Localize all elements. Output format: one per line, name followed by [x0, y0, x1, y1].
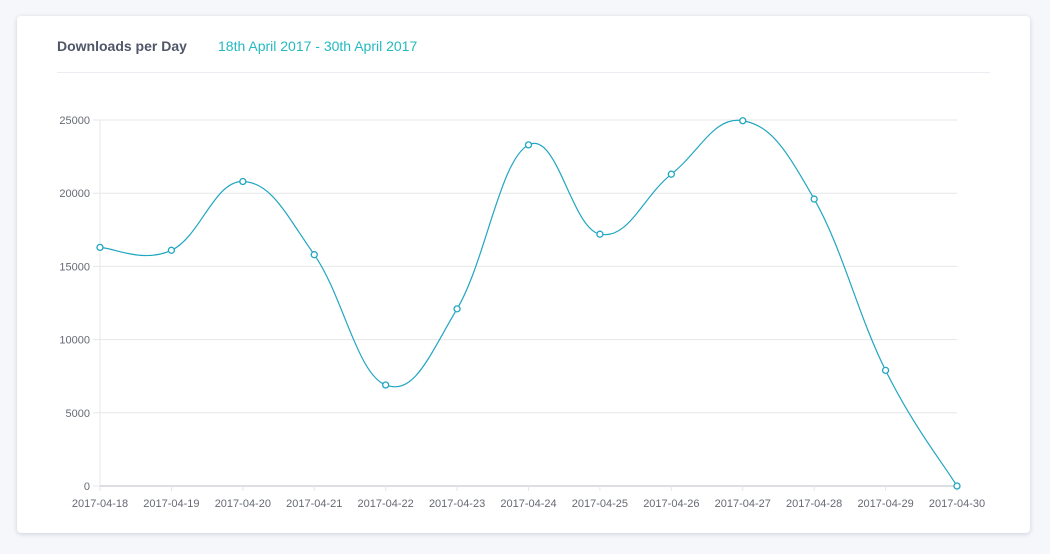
data-point[interactable] [739, 117, 747, 125]
x-tick-label: 2017-04-21 [286, 498, 342, 510]
x-tick-label: 2017-04-22 [358, 498, 414, 510]
date-range-label: 18th April 2017 - 30th April 2017 [218, 38, 418, 54]
data-point[interactable] [310, 251, 318, 259]
data-point[interactable] [953, 482, 961, 490]
data-points [96, 117, 961, 490]
x-tick-label: 2017-04-30 [929, 498, 985, 510]
y-tick-label: 20000 [59, 188, 90, 200]
data-point[interactable] [810, 195, 818, 203]
y-tick-labels: 0 5000 10000 15000 20000 25000 [59, 115, 90, 493]
x-tick-label: 2017-04-28 [786, 498, 842, 510]
data-point[interactable] [453, 305, 461, 313]
x-tick-label: 2017-04-18 [72, 498, 128, 510]
y-tick-label: 5000 [66, 408, 90, 420]
x-tick-label: 2017-04-29 [857, 498, 913, 510]
x-tick-label: 2017-04-20 [215, 498, 271, 510]
axes [99, 120, 957, 487]
data-point[interactable] [524, 141, 533, 149]
data-point[interactable] [382, 381, 390, 389]
series-line [99, 119, 958, 487]
x-tick-label: 2017-04-27 [715, 498, 771, 510]
y-tick-label: 0 [84, 481, 90, 493]
card-header: Downloads per Day 18th April 2017 - 30th… [57, 16, 990, 73]
data-point[interactable] [167, 246, 176, 254]
data-point[interactable] [881, 366, 890, 374]
data-point[interactable] [96, 243, 104, 252]
x-tick-labels: 2017-04-18 2017-04-19 2017-04-20 2017-04-21… [72, 486, 985, 510]
chart-title: Downloads per Day [57, 38, 187, 54]
x-tick-label: 2017-04-25 [572, 498, 628, 510]
x-tick-label: 2017-04-23 [429, 498, 485, 510]
x-tick-label: 2017-04-26 [643, 498, 699, 510]
data-point[interactable] [596, 230, 604, 238]
chart-card: Downloads per Day 18th April 2017 - 30th… [17, 16, 1030, 533]
x-tick-label: 2017-04-19 [143, 498, 199, 510]
y-tick-label: 15000 [59, 261, 90, 273]
data-point[interactable] [239, 177, 247, 186]
data-point[interactable] [667, 170, 675, 178]
y-tick-label: 10000 [59, 335, 90, 347]
grid-lines [93, 119, 957, 487]
x-tick-label: 2017-04-24 [500, 498, 556, 510]
y-tick-label: 25000 [59, 115, 90, 127]
